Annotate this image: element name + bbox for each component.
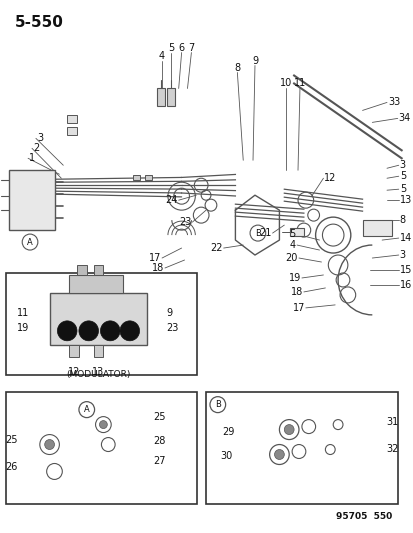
Circle shape bbox=[99, 421, 107, 429]
Text: B: B bbox=[214, 400, 220, 409]
Text: 8: 8 bbox=[234, 62, 240, 72]
Text: 3: 3 bbox=[399, 250, 405, 260]
Text: 30: 30 bbox=[220, 450, 232, 461]
Bar bbox=[9, 170, 55, 230]
Text: 8: 8 bbox=[399, 215, 405, 225]
Bar bbox=[67, 116, 77, 123]
Text: 14: 14 bbox=[399, 233, 411, 243]
Bar bbox=[69, 345, 79, 357]
Text: 18: 18 bbox=[152, 263, 164, 273]
Text: (MODULATOR): (MODULATOR) bbox=[66, 370, 131, 379]
Text: 11: 11 bbox=[293, 78, 305, 88]
Text: 4: 4 bbox=[159, 51, 165, 61]
Text: 9: 9 bbox=[251, 55, 257, 66]
Text: 2: 2 bbox=[33, 143, 39, 154]
Text: 27: 27 bbox=[153, 456, 165, 466]
Text: 3: 3 bbox=[399, 160, 405, 170]
Text: B: B bbox=[254, 229, 260, 238]
Text: 16: 16 bbox=[399, 280, 411, 290]
Text: 15: 15 bbox=[399, 265, 411, 275]
Circle shape bbox=[284, 425, 293, 434]
Text: 1: 1 bbox=[29, 154, 35, 163]
Text: 10: 10 bbox=[280, 78, 292, 88]
Text: 17: 17 bbox=[292, 303, 304, 313]
Text: 5-550: 5-550 bbox=[14, 15, 63, 30]
Text: 25: 25 bbox=[5, 434, 17, 445]
Bar bbox=[93, 265, 103, 275]
Bar bbox=[50, 293, 147, 345]
Text: 5: 5 bbox=[288, 229, 294, 239]
Text: 20: 20 bbox=[285, 253, 297, 263]
Bar bbox=[166, 88, 174, 107]
Text: 28: 28 bbox=[153, 435, 165, 446]
Text: 26: 26 bbox=[5, 463, 17, 472]
Bar bbox=[362, 220, 391, 236]
Bar bbox=[5, 392, 197, 504]
Text: 23: 23 bbox=[178, 217, 191, 227]
Text: 19: 19 bbox=[17, 323, 29, 333]
Bar bbox=[145, 175, 152, 180]
Text: 18: 18 bbox=[290, 287, 302, 297]
Text: 21: 21 bbox=[259, 228, 271, 238]
Text: 22: 22 bbox=[210, 243, 222, 253]
Text: 3: 3 bbox=[37, 133, 43, 143]
Bar bbox=[69, 275, 123, 293]
Text: 33: 33 bbox=[387, 98, 399, 108]
Circle shape bbox=[100, 321, 120, 341]
Text: 12: 12 bbox=[324, 173, 336, 183]
Circle shape bbox=[79, 321, 98, 341]
Text: 17: 17 bbox=[148, 253, 161, 263]
Circle shape bbox=[45, 440, 55, 449]
Text: 11: 11 bbox=[17, 308, 29, 318]
Circle shape bbox=[57, 321, 77, 341]
Text: 6: 6 bbox=[178, 43, 184, 53]
Bar bbox=[77, 265, 87, 275]
Text: 5: 5 bbox=[167, 43, 173, 53]
Text: A: A bbox=[84, 405, 90, 414]
Bar bbox=[157, 88, 165, 107]
Text: 5: 5 bbox=[399, 184, 405, 194]
Bar bbox=[206, 392, 397, 504]
Text: 95705  550: 95705 550 bbox=[335, 512, 391, 521]
Text: 12: 12 bbox=[68, 367, 80, 377]
Text: 4: 4 bbox=[289, 240, 295, 250]
Text: 9: 9 bbox=[166, 308, 172, 318]
Bar bbox=[5, 273, 197, 375]
Text: 23: 23 bbox=[166, 323, 178, 333]
Text: A: A bbox=[27, 238, 33, 247]
Bar bbox=[290, 228, 303, 236]
Text: 29: 29 bbox=[221, 426, 234, 437]
Bar bbox=[133, 175, 139, 180]
Text: 13: 13 bbox=[92, 367, 104, 377]
Text: 25: 25 bbox=[153, 411, 165, 422]
Text: 7: 7 bbox=[188, 43, 194, 53]
Text: 19: 19 bbox=[288, 273, 300, 283]
Text: 13: 13 bbox=[399, 195, 411, 205]
Bar bbox=[67, 127, 77, 135]
Bar bbox=[93, 345, 103, 357]
Circle shape bbox=[120, 321, 139, 341]
Text: 24: 24 bbox=[165, 195, 177, 205]
Text: 34: 34 bbox=[398, 114, 410, 123]
Text: 31: 31 bbox=[385, 417, 397, 426]
Text: 32: 32 bbox=[385, 443, 397, 454]
Text: 5: 5 bbox=[399, 171, 405, 181]
Circle shape bbox=[274, 449, 284, 459]
